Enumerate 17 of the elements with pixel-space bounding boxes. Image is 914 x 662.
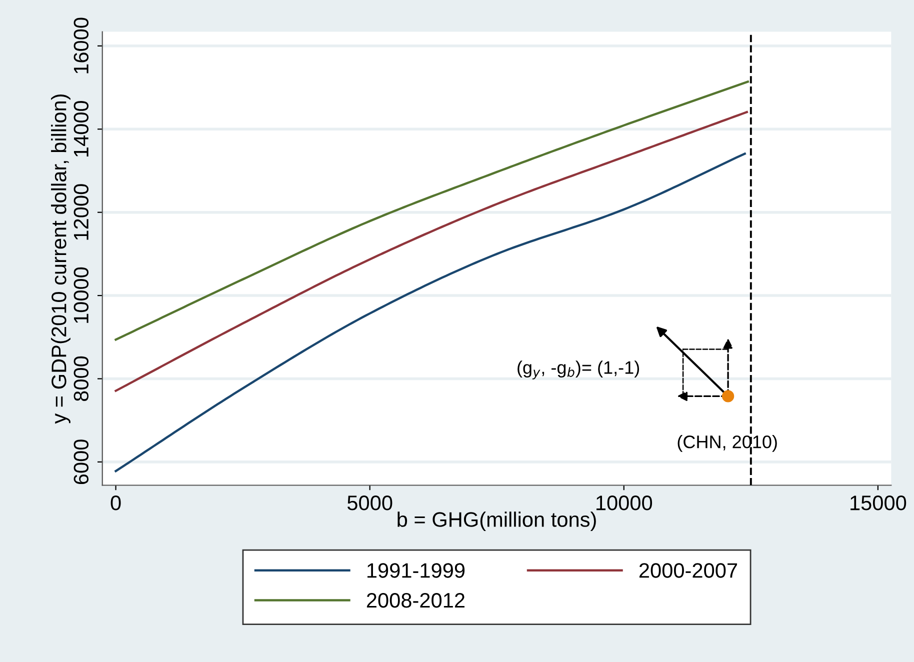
y-tick-label: 6000 — [74, 440, 89, 484]
y-tick-label: 12000 — [74, 184, 89, 240]
y-axis-title: y = GDP(2010 current dollar, billion) — [51, 94, 70, 424]
y-tick-label: 14000 — [74, 100, 89, 156]
annotation: (g$_{y}$, -g$_{b}$)= (1,-1) — [518, 360, 640, 380]
y-tick-label: 16000 — [74, 18, 89, 74]
x-axis-title: b = GHG(million tons) — [398, 512, 596, 532]
x-tick-label: 15000 — [850, 496, 906, 510]
x-tick-label: 0 — [110, 496, 121, 510]
legend-label: 2008-2012 — [366, 592, 464, 608]
y-tick-label: 10000 — [74, 267, 89, 323]
x-tick-label: 5000 — [347, 496, 392, 510]
x-tick-label: 10000 — [596, 496, 652, 510]
legend-label: 1991-1999 — [367, 563, 465, 578]
y-tick-label: 8000 — [74, 356, 89, 402]
annotation: (CHN, 2010) — [678, 435, 777, 452]
legend-label: 2000-2007 — [639, 563, 738, 578]
